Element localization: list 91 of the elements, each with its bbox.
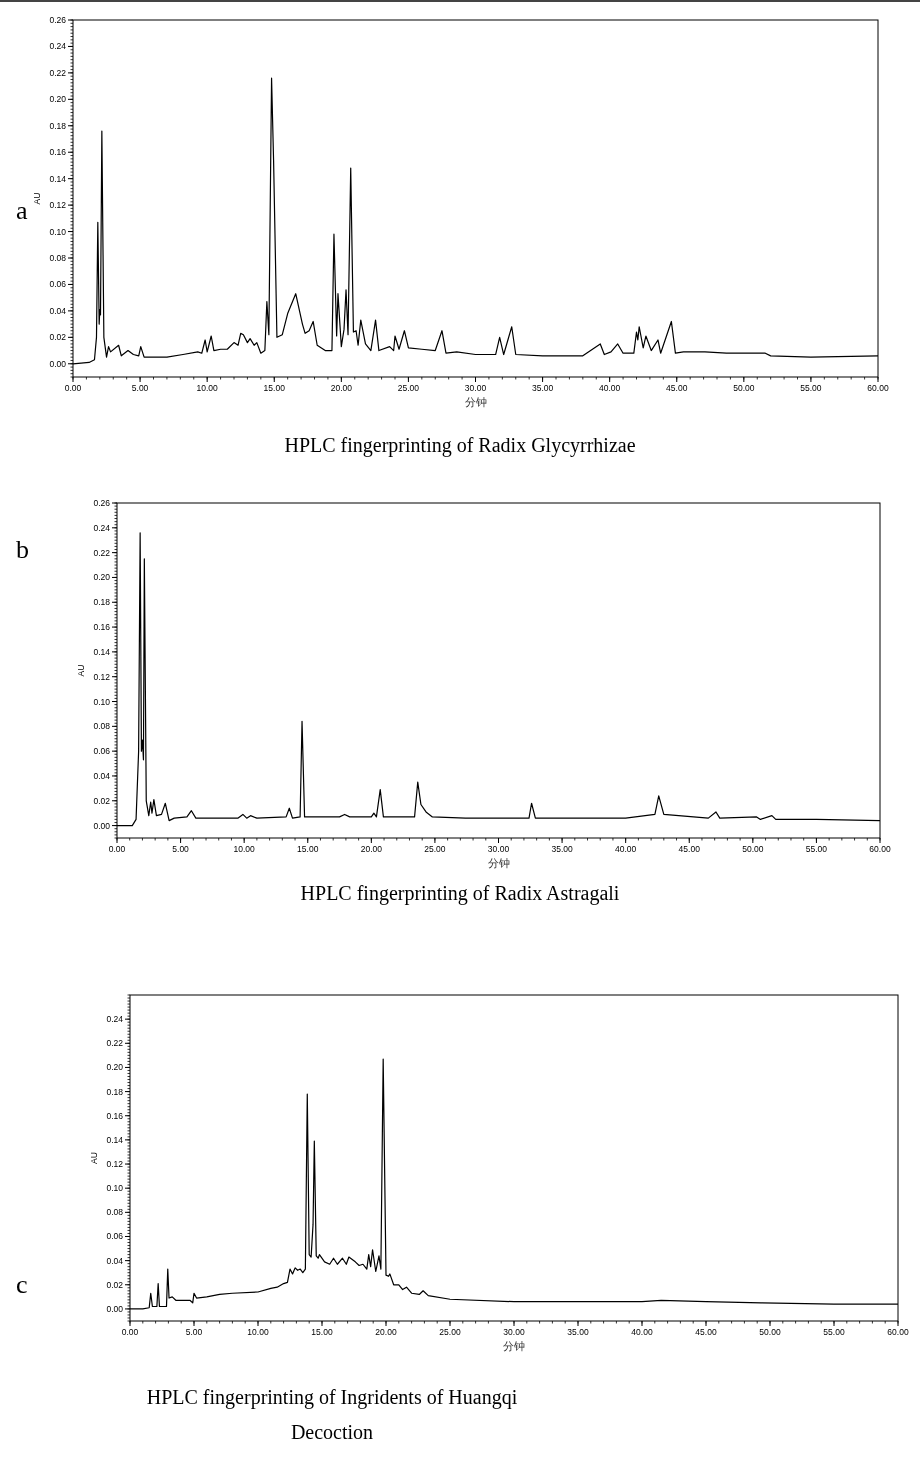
y-tick-label: 0.04 xyxy=(106,1255,124,1266)
x-tick-label: 30.00 xyxy=(464,383,487,393)
x-tick-label: 30.00 xyxy=(487,844,510,854)
y-tick-label: 0.14 xyxy=(93,646,111,657)
x-tick-label: 35.00 xyxy=(551,844,573,854)
x-tick-label: 25.00 xyxy=(439,1327,461,1337)
y-tick-label: 0.14 xyxy=(49,173,67,184)
y-tick-label: 0.20 xyxy=(106,1062,124,1073)
y-tick-label: 0.00 xyxy=(106,1303,124,1314)
y-tick-label: 0.18 xyxy=(49,120,67,131)
y-tick-label: 0.12 xyxy=(106,1159,124,1170)
y-tick-label: 0.10 xyxy=(49,226,67,237)
x-tick-label: 45.00 xyxy=(695,1327,717,1337)
y-tick-label: 0.24 xyxy=(106,1014,124,1025)
y-tick-label: 0.02 xyxy=(106,1279,124,1290)
y-tick-label: 0.20 xyxy=(93,572,111,583)
y-tick-label: 0.10 xyxy=(93,696,111,707)
text: HPLC fingerprinting of Ingridents of Huangqi Decoction xyxy=(145,1385,519,1445)
text: HPLC fingerprinting of Radix Astragali xyxy=(299,881,621,907)
x-tick-label: 60.00 xyxy=(887,1327,909,1337)
x-tick-label: 35.00 xyxy=(567,1327,589,1337)
y-tick-label: 0.06 xyxy=(93,746,111,757)
y-tick-label: 0.06 xyxy=(106,1231,124,1242)
y-tick-label: 0.16 xyxy=(93,622,111,633)
text: b xyxy=(16,535,29,565)
y-tick-label: 0.26 xyxy=(49,15,67,25)
x-tick-label: 0.00 xyxy=(64,383,82,393)
y-tick-label: 0.22 xyxy=(93,547,111,558)
x-tick-label: 50.00 xyxy=(759,1327,781,1337)
y-tick-label: 0.04 xyxy=(49,305,67,316)
y-tick-label: 0.20 xyxy=(49,94,67,105)
y-tick-label: 0.14 xyxy=(106,1134,124,1145)
y-tick-label: 0.18 xyxy=(106,1086,124,1097)
y-axis-title: AU xyxy=(32,192,42,205)
y-tick-label: 0.12 xyxy=(93,671,111,682)
y-tick-label: 0.00 xyxy=(49,358,67,369)
y-tick-label: 0.22 xyxy=(106,1038,124,1049)
text: c xyxy=(16,1270,28,1300)
x-tick-label: 10.00 xyxy=(247,1327,269,1337)
x-tick-label: 15.00 xyxy=(263,383,286,393)
x-tick-label: 25.00 xyxy=(424,844,446,854)
x-tick-label: 35.00 xyxy=(531,383,554,393)
y-tick-label: 0.16 xyxy=(49,147,67,158)
y-tick-label: 0.06 xyxy=(49,279,67,290)
x-tick-label: 40.00 xyxy=(631,1327,653,1337)
x-tick-label: 10.00 xyxy=(196,383,219,393)
x-tick-label: 55.00 xyxy=(800,383,822,393)
y-tick-label: 0.00 xyxy=(93,820,111,831)
x-axis-title: 分钟 xyxy=(487,857,510,869)
y-tick-label: 0.04 xyxy=(93,770,111,781)
x-tick-label: 60.00 xyxy=(867,383,889,393)
x-tick-label: 55.00 xyxy=(805,844,828,854)
y-tick-label: 0.16 xyxy=(106,1110,124,1121)
x-tick-label: 20.00 xyxy=(330,383,353,393)
x-tick-label: 40.00 xyxy=(599,383,621,393)
y-axis-title: AU xyxy=(89,1152,99,1164)
y-tick-label: 0.18 xyxy=(93,597,111,608)
x-tick-label: 5.00 xyxy=(185,1327,203,1337)
x-axis-title: 分钟 xyxy=(503,1340,525,1352)
x-tick-label: 0.00 xyxy=(121,1327,139,1337)
y-tick-label: 0.10 xyxy=(106,1183,124,1194)
text: HPLC fingerprinting of Radix Glycyrrhizae xyxy=(283,433,637,459)
x-tick-label: 45.00 xyxy=(678,844,701,854)
x-tick-label: 30.00 xyxy=(503,1327,525,1337)
y-tick-label: 0.08 xyxy=(106,1207,124,1218)
y-tick-label: 0.02 xyxy=(93,795,111,806)
y-tick-label: 0.24 xyxy=(93,522,111,533)
x-tick-label: 10.00 xyxy=(233,844,256,854)
x-tick-label: 50.00 xyxy=(733,383,755,393)
y-tick-label: 0.08 xyxy=(93,721,111,732)
x-tick-label: 15.00 xyxy=(311,1327,333,1337)
x-tick-label: 25.00 xyxy=(397,383,420,393)
x-tick-label: 20.00 xyxy=(375,1327,397,1337)
x-tick-label: 5.00 xyxy=(172,844,190,854)
text: a xyxy=(16,196,28,226)
x-tick-label: 40.00 xyxy=(615,844,637,854)
y-tick-label: 0.02 xyxy=(49,332,67,343)
y-tick-label: 0.08 xyxy=(49,253,67,263)
x-tick-label: 60.00 xyxy=(869,844,891,854)
x-tick-label: 50.00 xyxy=(742,844,764,854)
x-axis-title: 分钟 xyxy=(464,396,487,408)
y-tick-label: 0.12 xyxy=(49,200,67,211)
y-tick-label: 0.24 xyxy=(49,41,67,52)
x-tick-label: 55.00 xyxy=(823,1327,845,1337)
y-tick-label: 0.26 xyxy=(93,498,111,508)
y-tick-label: 0.22 xyxy=(49,67,67,78)
x-tick-label: 20.00 xyxy=(360,844,383,854)
x-tick-label: 45.00 xyxy=(666,383,688,393)
y-axis-title: AU xyxy=(76,664,86,677)
x-tick-label: 5.00 xyxy=(131,383,149,393)
x-tick-label: 15.00 xyxy=(297,844,319,854)
